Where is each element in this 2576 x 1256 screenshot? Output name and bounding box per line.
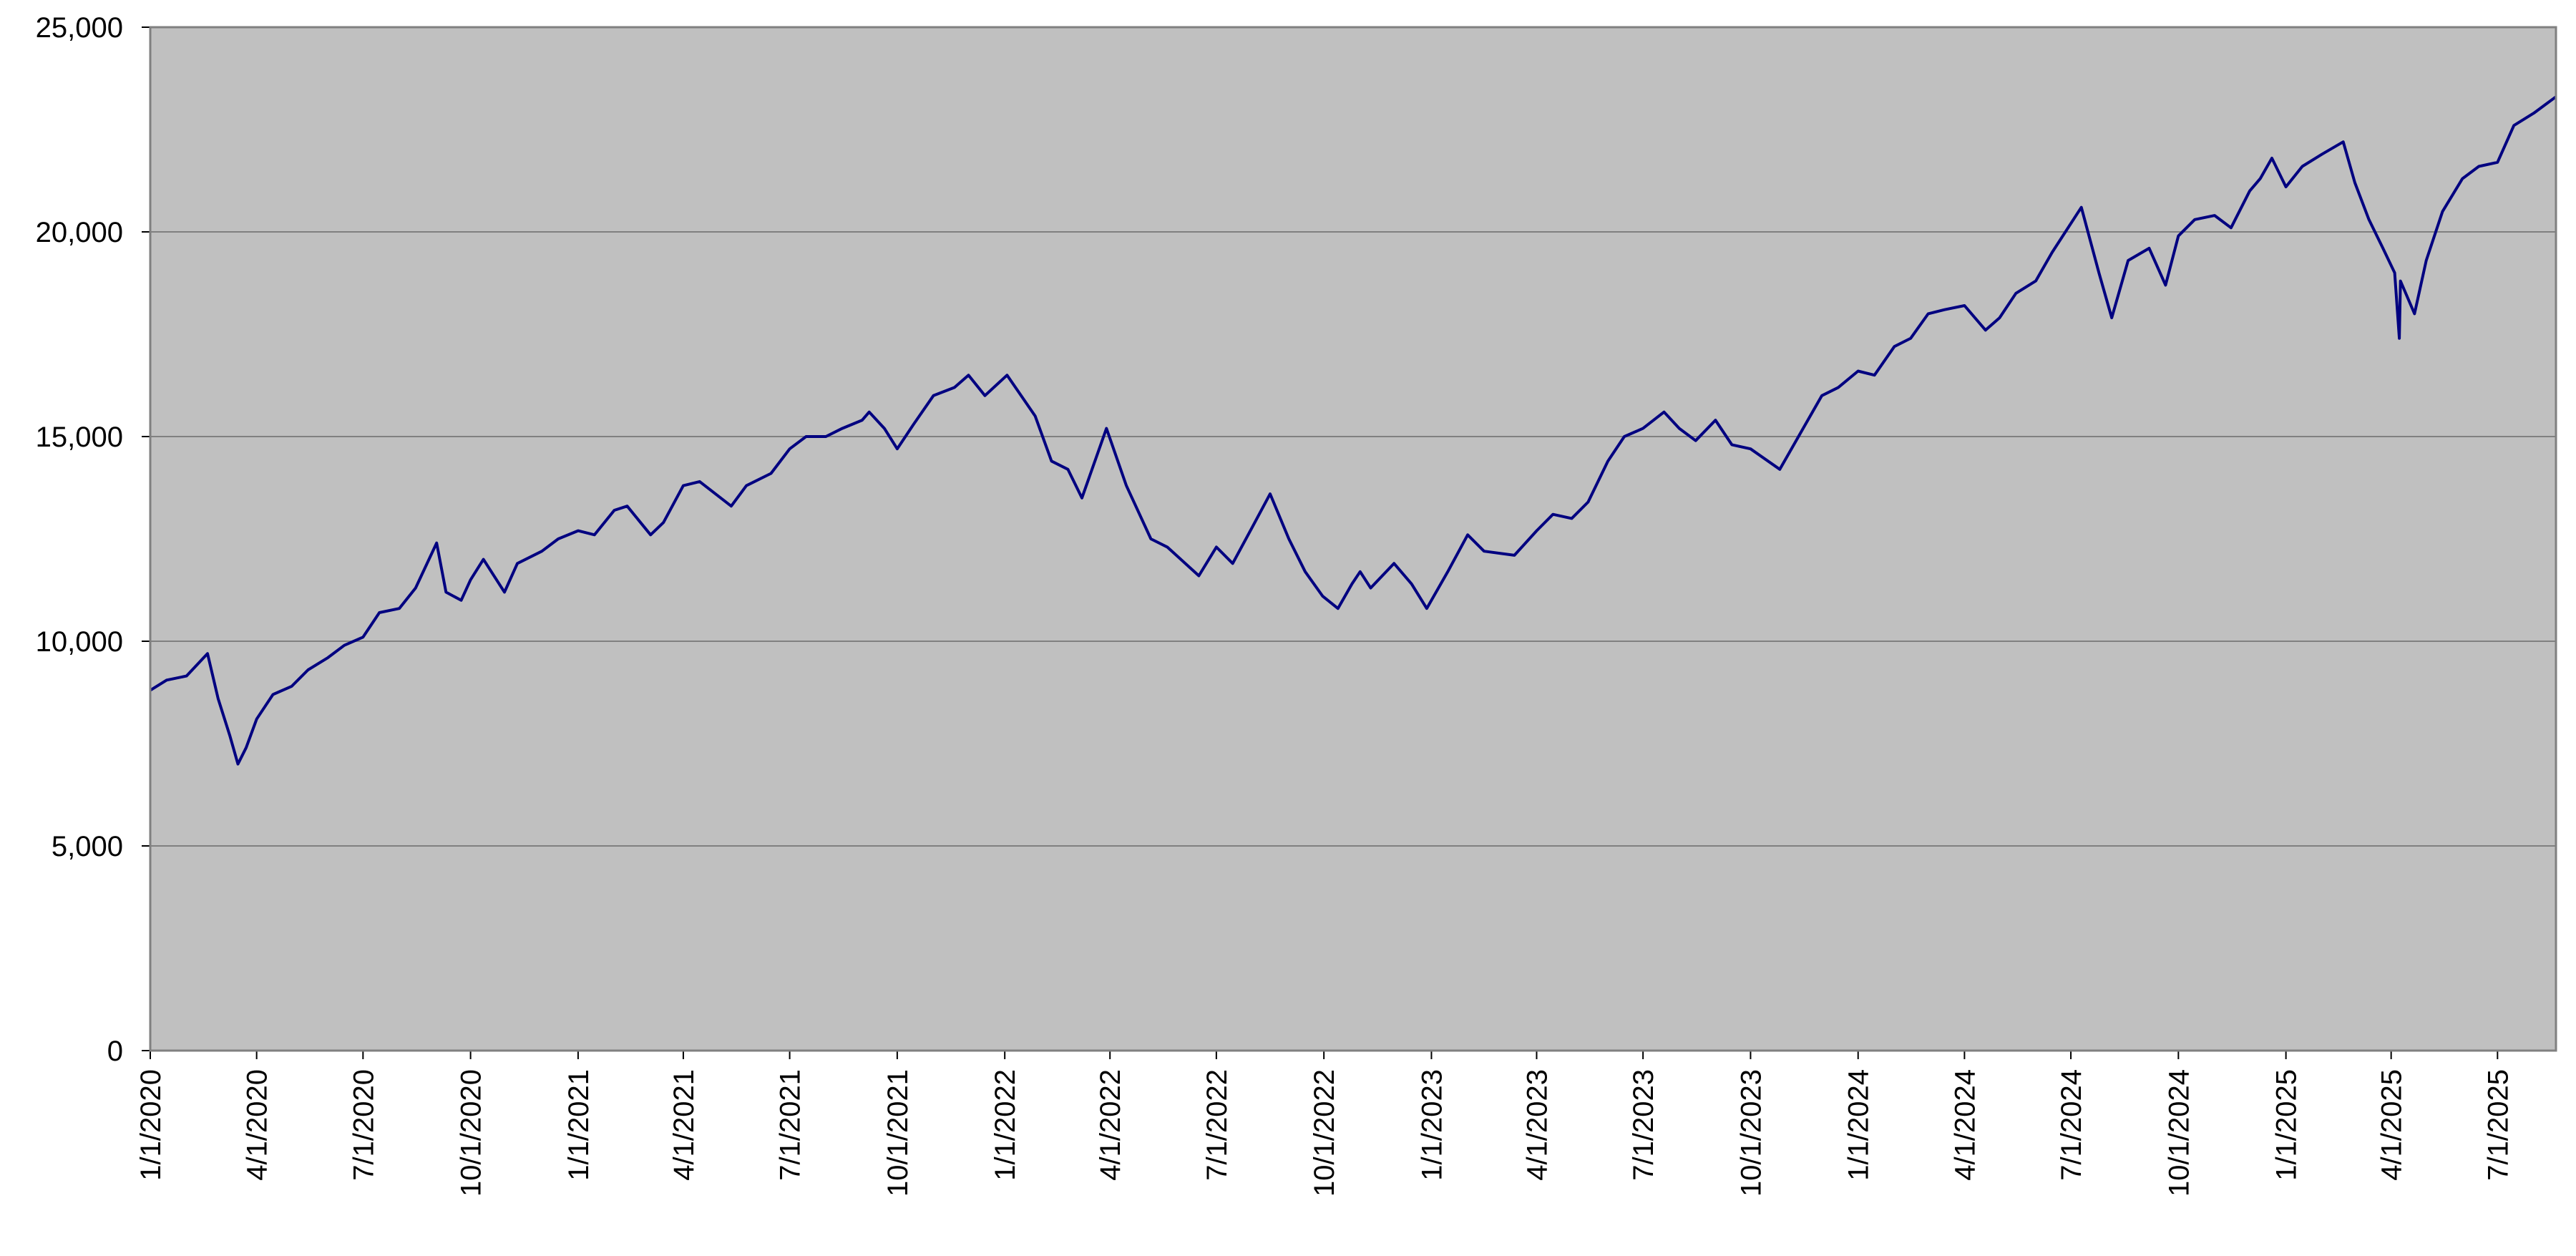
x-tick-label: 4/1/2023	[1521, 1069, 1553, 1181]
x-tick-label: 7/1/2024	[2056, 1069, 2087, 1181]
y-tick-label: 15,000	[36, 422, 123, 453]
y-tick-label: 25,000	[36, 12, 123, 44]
x-tick-label: 10/1/2023	[1735, 1069, 1767, 1197]
x-tick-label: 7/1/2023	[1628, 1069, 1659, 1181]
plot-area	[150, 27, 2556, 1051]
x-tick-label: 1/1/2021	[563, 1069, 595, 1181]
x-tick-label: 7/1/2025	[2482, 1069, 2514, 1181]
x-tick-label: 1/1/2022	[990, 1069, 1021, 1181]
gridlines	[150, 231, 2556, 847]
x-tick-label: 7/1/2020	[348, 1069, 379, 1181]
x-tick-label: 4/1/2024	[1949, 1069, 1981, 1181]
x-tick-label: 1/1/2020	[135, 1069, 167, 1181]
x-tick-label: 10/1/2022	[1309, 1069, 1340, 1197]
x-axis: 1/1/2020 4/1/2020 7/1/2020 10/1/2020 1/1/202…	[135, 1051, 2514, 1197]
x-tick-label: 4/1/2020	[242, 1069, 273, 1181]
x-tick-label: 7/1/2022	[1201, 1069, 1233, 1181]
y-tick-label: 20,000	[36, 217, 123, 248]
x-tick-label: 4/1/2021	[668, 1069, 700, 1181]
x-tick-label: 10/1/2021	[882, 1069, 914, 1197]
y-tick-label: 10,000	[36, 626, 123, 658]
x-tick-label: 7/1/2021	[775, 1069, 806, 1181]
x-tick-label: 10/1/2024	[2163, 1069, 2195, 1197]
x-tick-label: 1/1/2024	[1843, 1069, 1875, 1181]
series-line	[149, 95, 2557, 766]
y-axis: 0 5,000 10,000 15,000 20,000 25,000	[36, 12, 150, 1067]
plot-frame	[149, 26, 2557, 1052]
x-tick-label: 4/1/2025	[2376, 1069, 2408, 1181]
x-tick-label: 4/1/2022	[1095, 1069, 1126, 1181]
y-tick-label: 5,000	[52, 831, 123, 862]
x-tick-label: 1/1/2025	[2271, 1069, 2303, 1181]
x-tick-label: 1/1/2023	[1416, 1069, 1448, 1181]
x-tick-label: 10/1/2020	[456, 1069, 487, 1197]
y-tick-label: 0	[107, 1036, 123, 1067]
